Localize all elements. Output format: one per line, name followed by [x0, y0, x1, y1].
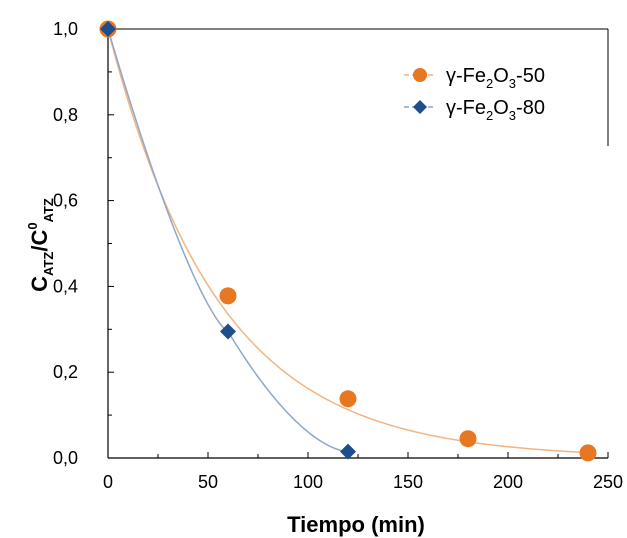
data-point-diamond	[220, 323, 236, 340]
legend-box	[388, 46, 602, 146]
series-curve-1	[107, 28, 589, 454]
legend-circle-marker	[413, 68, 427, 82]
y-tick-label: 0,6	[53, 191, 78, 211]
data-point-circle	[219, 287, 237, 305]
y-tick-label: 0,2	[53, 362, 78, 382]
y-tick-label: 0,8	[53, 105, 78, 125]
x-tick-label: 100	[293, 472, 323, 492]
y-tick-label: 0,0	[53, 448, 78, 468]
x-tick-label: 150	[393, 472, 423, 492]
y-axis-title: CATZ/C0ATZ	[25, 198, 56, 292]
x-tick-label: 250	[593, 472, 623, 492]
y-tick-label: 0,4	[53, 276, 78, 296]
data-point-circle	[339, 390, 357, 408]
x-tick-label: 50	[198, 472, 218, 492]
data-point-diamond	[340, 443, 356, 460]
data-point-diamond	[100, 21, 116, 37]
x-tick-label: 200	[493, 472, 523, 492]
legend-diamond-marker	[413, 100, 427, 114]
y-tick-label: 1,0	[53, 19, 78, 39]
legend-label-2: γ-Fe2O3-80	[446, 97, 545, 123]
x-axis-title: Tiempo (min)	[287, 512, 425, 537]
x-tick-label: 0	[103, 472, 113, 492]
data-point-circle	[459, 430, 477, 448]
legend-label-1: γ-Fe2O3-50	[446, 65, 545, 91]
data-point-circle	[579, 444, 597, 462]
svg-text:CATZ/C0ATZ: CATZ/C0ATZ	[25, 198, 56, 292]
